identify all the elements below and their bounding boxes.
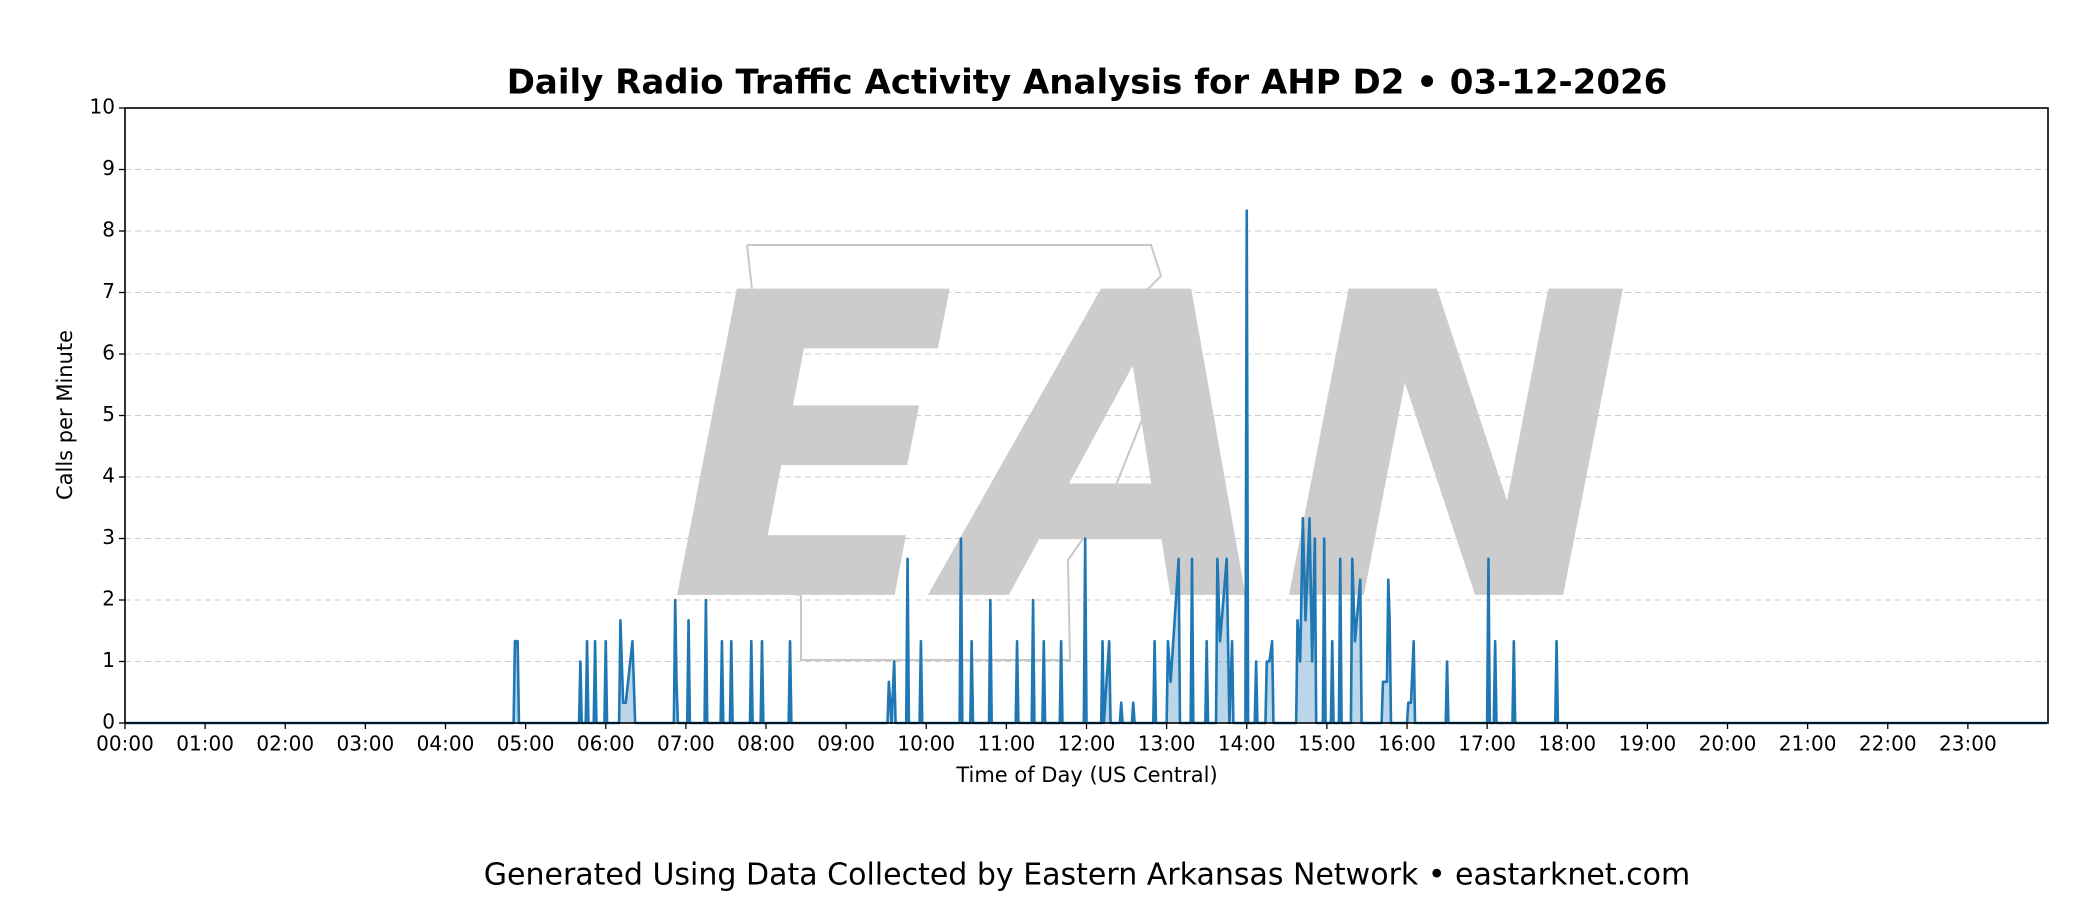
- chart-title: Daily Radio Traffic Activity Analysis fo…: [507, 63, 1668, 103]
- x-tick-label: 07:00: [657, 732, 715, 756]
- x-tick-label: 01:00: [176, 732, 234, 756]
- x-tick-label: 18:00: [1538, 732, 1596, 756]
- x-axis-label: Time of Day (US Central): [955, 763, 1217, 787]
- x-tick-label: 14:00: [1218, 732, 1276, 756]
- x-tick-label: 16:00: [1378, 732, 1436, 756]
- y-tick-label: 4: [102, 464, 115, 488]
- x-tick-label: 06:00: [577, 732, 635, 756]
- x-tick-label: 04:00: [417, 732, 475, 756]
- y-tick-label: 8: [102, 218, 115, 242]
- y-axis-label: Calls per Minute: [53, 330, 77, 500]
- y-tick-label: 10: [90, 95, 115, 119]
- y-tick-label: 9: [102, 156, 115, 180]
- axes: 0 1 2 3 4 5 6 7 8 9 10 00:00 01:00 02:00 03:00 04:00 05:…: [90, 95, 1997, 756]
- y-tick-label: 3: [102, 525, 115, 549]
- x-tick-label: 23:00: [1939, 732, 1997, 756]
- x-tick-label: 13:00: [1138, 732, 1196, 756]
- x-tick-label: 11:00: [978, 732, 1036, 756]
- watermark: EAN: [668, 206, 1631, 695]
- x-tick-label: 15:00: [1298, 732, 1356, 756]
- x-tick-label: 20:00: [1699, 732, 1757, 756]
- x-tick-label: 10:00: [897, 732, 955, 756]
- y-tick-label: 2: [102, 587, 115, 611]
- y-tick-label: 0: [102, 710, 115, 734]
- footer: Generated Using Data Collected by Easter…: [484, 858, 1690, 893]
- x-tick-label: 17:00: [1458, 732, 1516, 756]
- y-tick-label: 1: [102, 648, 115, 672]
- x-tick-label: 08:00: [737, 732, 795, 756]
- x-tick-label: 19:00: [1619, 732, 1677, 756]
- x-tick-label: 00:00: [96, 732, 154, 756]
- x-tick-label: 03:00: [337, 732, 395, 756]
- x-tick-label: 09:00: [817, 732, 875, 756]
- watermark-map: [746, 244, 1193, 661]
- y-tick-label: 6: [102, 341, 115, 365]
- x-tick-label: 05:00: [497, 732, 555, 756]
- y-tick-label: 7: [102, 279, 115, 303]
- y-tick-label: 5: [102, 402, 115, 426]
- x-tick-label: 12:00: [1058, 732, 1116, 756]
- x-tick-label: 02:00: [256, 732, 314, 756]
- x-tick-label: 21:00: [1779, 732, 1837, 756]
- x-tick-label: 22:00: [1859, 732, 1917, 756]
